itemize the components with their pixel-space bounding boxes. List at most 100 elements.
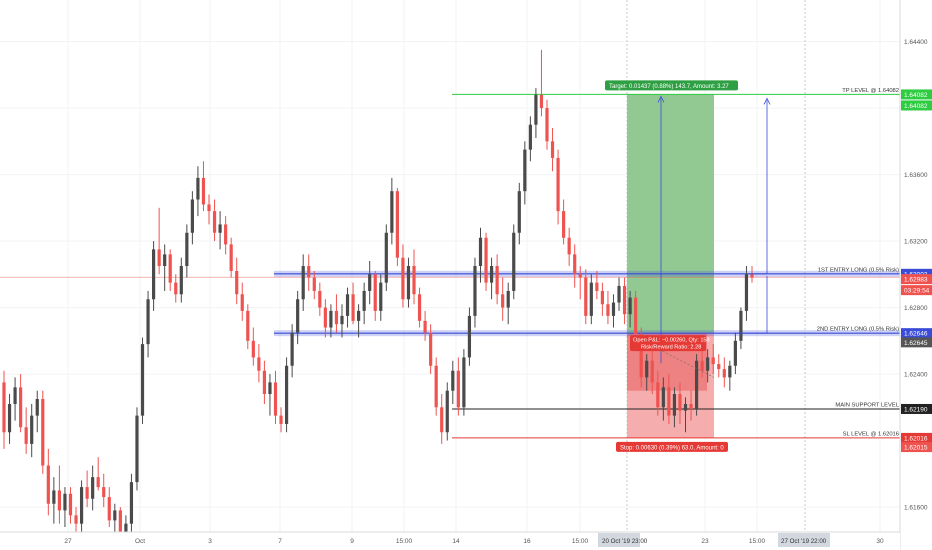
candle-body bbox=[246, 310, 250, 341]
candle-body bbox=[279, 415, 283, 424]
candle-body bbox=[334, 310, 339, 325]
candle-body bbox=[578, 274, 582, 278]
candle-body bbox=[584, 277, 588, 316]
candle-body bbox=[384, 232, 388, 283]
candle-body bbox=[113, 510, 117, 521]
candle bbox=[744, 266, 749, 321]
time-axis[interactable]: 27 Oct 3 7 9 15:00 14 16 15:00 23 15:00 30 20 Oct '1… bbox=[0, 531, 900, 550]
candle-body bbox=[185, 232, 189, 266]
candle-body bbox=[129, 482, 134, 524]
candle bbox=[667, 374, 671, 424]
candle bbox=[512, 224, 516, 300]
candle bbox=[334, 294, 339, 333]
candle bbox=[284, 357, 289, 433]
candle-body bbox=[296, 299, 300, 333]
candle bbox=[584, 269, 588, 325]
time-tick-label: 15:00 bbox=[572, 538, 589, 545]
entry-connector bbox=[737, 275, 768, 334]
candle bbox=[412, 249, 416, 305]
candle-body bbox=[35, 399, 39, 416]
candle bbox=[296, 290, 300, 345]
candle-body bbox=[373, 274, 377, 311]
candle-body bbox=[406, 266, 411, 300]
candle bbox=[329, 304, 333, 338]
candle bbox=[417, 287, 422, 328]
candle-body bbox=[462, 357, 466, 408]
candle bbox=[445, 382, 449, 441]
candle bbox=[622, 277, 627, 325]
candle-body bbox=[722, 369, 726, 378]
candle bbox=[528, 116, 532, 162]
candle bbox=[179, 257, 183, 303]
candle bbox=[212, 199, 217, 242]
candle bbox=[307, 254, 311, 291]
candle bbox=[456, 357, 460, 416]
candle bbox=[135, 407, 139, 491]
price-tick-label: 1.61600 bbox=[904, 505, 928, 512]
candle-body bbox=[124, 523, 128, 532]
candle bbox=[30, 403, 34, 458]
price-tag bbox=[901, 274, 932, 285]
candle bbox=[467, 307, 472, 366]
candle-body bbox=[733, 340, 737, 366]
candle-body bbox=[456, 370, 460, 408]
candle-body bbox=[739, 310, 743, 341]
target-label: Target: 0.01437 (0.88%) 143.7, Amount: 3… bbox=[609, 84, 729, 90]
price-tag-label: 1.62190 bbox=[904, 406, 928, 413]
candle-body bbox=[495, 266, 499, 295]
candle-body bbox=[728, 365, 732, 378]
candle-body bbox=[307, 266, 311, 278]
candle bbox=[645, 354, 649, 391]
candle-body bbox=[750, 274, 754, 278]
candle bbox=[523, 141, 527, 205]
candle-body bbox=[224, 224, 228, 245]
candle-body bbox=[179, 266, 183, 295]
price-axis[interactable]: 1.644001.640001.636001.632001.628001.624… bbox=[899, 0, 932, 550]
candle bbox=[517, 182, 521, 245]
candle-body bbox=[667, 387, 671, 416]
candle bbox=[146, 290, 150, 358]
time-range-highlight bbox=[598, 533, 640, 547]
time-tick-label: 15:00 bbox=[749, 538, 766, 545]
candle bbox=[63, 487, 67, 528]
target-arrow-2 bbox=[748, 100, 768, 275]
time-tick-label: 27 bbox=[64, 538, 72, 545]
candle bbox=[473, 257, 477, 328]
price-tag bbox=[901, 403, 932, 414]
candle bbox=[357, 304, 361, 338]
candle-body bbox=[163, 254, 167, 266]
candle-body bbox=[523, 149, 527, 192]
candle-body bbox=[19, 387, 23, 428]
candle bbox=[390, 177, 394, 245]
candle bbox=[273, 370, 278, 424]
open-pnl-box bbox=[630, 335, 706, 352]
candle bbox=[13, 377, 17, 421]
candle-body bbox=[52, 490, 56, 504]
candle bbox=[235, 257, 239, 305]
time-tick-label: 15:00 bbox=[396, 538, 413, 545]
candle-body bbox=[201, 177, 206, 205]
candle-body bbox=[251, 340, 255, 358]
candle-body bbox=[683, 403, 688, 411]
candle-body bbox=[639, 334, 643, 378]
candle bbox=[196, 166, 200, 217]
candle-body bbox=[351, 294, 355, 321]
candle bbox=[257, 344, 261, 383]
candle bbox=[656, 370, 660, 416]
candle bbox=[157, 207, 161, 275]
candle bbox=[368, 261, 372, 305]
candle bbox=[650, 349, 654, 395]
candle-body bbox=[63, 493, 67, 511]
candle-body bbox=[489, 266, 494, 283]
candle-body bbox=[484, 237, 488, 283]
candle bbox=[462, 349, 466, 416]
candle bbox=[312, 270, 316, 300]
candle bbox=[129, 473, 134, 532]
candle-body bbox=[661, 387, 665, 408]
candle-body bbox=[534, 94, 538, 125]
time-tick-label: 30 bbox=[876, 538, 884, 545]
level-label: MAIN SUPPORT LEVEL bbox=[835, 402, 899, 408]
candle bbox=[589, 274, 593, 325]
candle-body bbox=[445, 390, 449, 433]
